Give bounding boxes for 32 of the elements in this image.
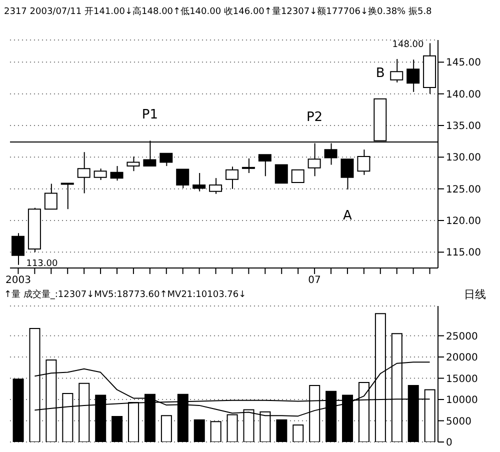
y-tick-label: 145.00 [446, 58, 481, 69]
x-tick-label: 07 [308, 275, 321, 286]
y-tick-label: 20000 [446, 352, 478, 364]
y-tick-label: 125.00 [446, 184, 481, 196]
annotation: 148.00 [392, 40, 424, 50]
annotation: 113.00 [26, 258, 58, 269]
bar [160, 415, 172, 442]
y-tick-label: 10000 [446, 395, 478, 406]
bar [12, 378, 24, 442]
y-tick-label: 130.00 [446, 152, 481, 164]
y-tick-label: 5000 [446, 416, 472, 428]
x-tick-label: 2003 [6, 275, 31, 286]
chart-title: ↑量 成交量_:12307↓MV5:18773.60↑MV21:10103.76↓ [4, 290, 246, 300]
candlestick [60, 182, 74, 210]
bar [194, 419, 205, 442]
bar [292, 424, 304, 442]
bar [112, 416, 123, 442]
y-tick-label: 25000 [446, 331, 478, 342]
annotation: B [376, 66, 385, 81]
y-tick-label: 140.00 [446, 89, 481, 100]
annotation: P1 [142, 108, 158, 123]
y-tick-label: 115.00 [446, 248, 481, 259]
bar [210, 421, 222, 442]
y-tick-label: 120.00 [446, 216, 481, 228]
annotation: A [343, 208, 352, 224]
y-tick-label: 135.00 [446, 121, 481, 132]
chart-title: 2317 2003/07/11 开141.00↓高148.00↑低140.00 收146.00↑量12307↓额177706↓换0.38% 振5.8 [3, 6, 433, 19]
annotation: P2 [306, 110, 323, 126]
y-tick-label: 15000 [446, 374, 478, 385]
bar [276, 419, 288, 442]
text: 日线 [464, 287, 486, 303]
y-tick-label: 0 [446, 438, 452, 449]
